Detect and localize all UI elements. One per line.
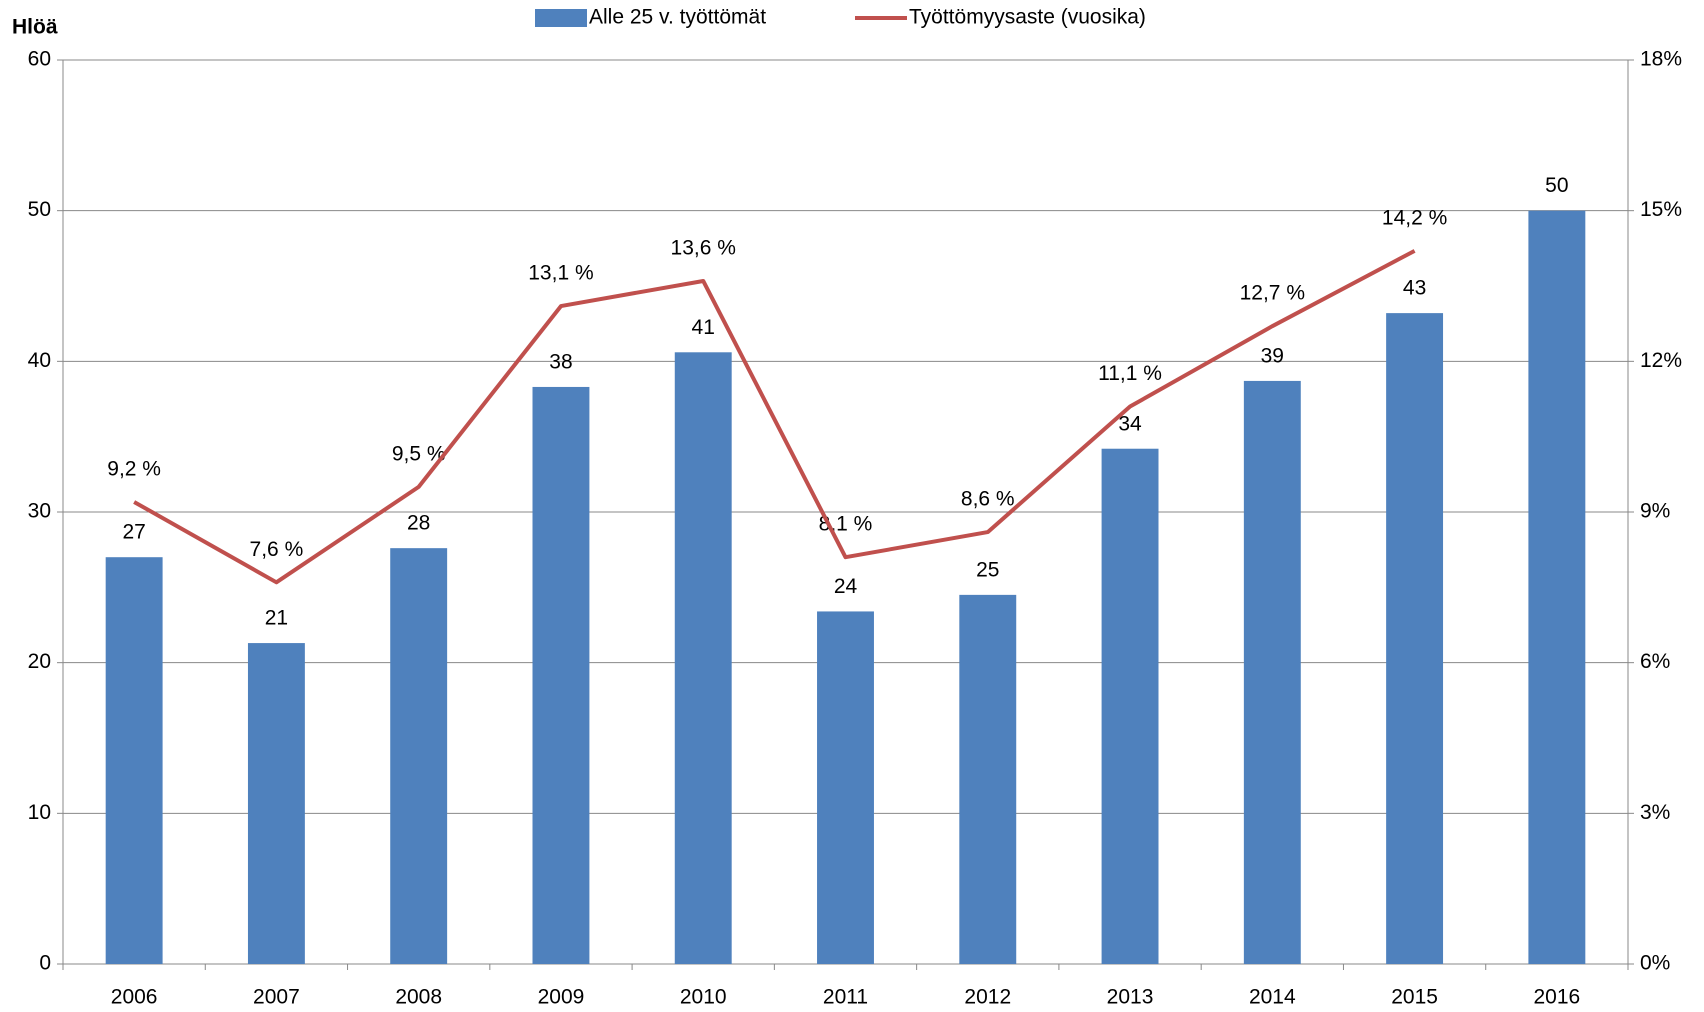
x-tick-label: 2011 xyxy=(823,986,868,1009)
line-value-label: 11,1 % xyxy=(1098,362,1162,385)
line-value-label: 13,1 % xyxy=(528,262,593,285)
y-tick-label: 0 xyxy=(39,952,51,975)
x-tick-label: 2008 xyxy=(395,986,442,1009)
y2-tick-label: 15% xyxy=(1640,198,1682,221)
x-tick-label: 2006 xyxy=(111,986,158,1009)
bar xyxy=(532,386,590,964)
line-value-label: 14,2 % xyxy=(1382,206,1447,229)
line-value-label: 13,6 % xyxy=(671,237,736,260)
bar xyxy=(1386,313,1444,964)
bar xyxy=(105,557,163,964)
bar xyxy=(1528,210,1586,964)
y-tick-label: 10 xyxy=(28,801,51,824)
bar-value-label: 24 xyxy=(834,575,858,598)
y2-tick-label: 6% xyxy=(1640,650,1670,673)
bar xyxy=(817,611,874,964)
bar xyxy=(390,548,448,964)
line xyxy=(133,249,1416,585)
x-tick-label: 2010 xyxy=(680,986,727,1009)
y-tick-label: 30 xyxy=(28,500,51,523)
y2-tick-label: 3% xyxy=(1640,801,1670,824)
x-tick-label: 2016 xyxy=(1534,986,1581,1009)
y-tick-label: 50 xyxy=(28,198,51,221)
legend-label: Työttömyysaste (vuosika) xyxy=(909,6,1146,29)
line-value-label: 7,6 % xyxy=(250,538,304,561)
bar-value-label: 25 xyxy=(976,558,999,581)
x-tick-label: 2014 xyxy=(1249,986,1296,1009)
x-tick-label: 2015 xyxy=(1391,986,1438,1009)
y2-tick-label: 0% xyxy=(1640,952,1670,975)
bar-value-label: 28 xyxy=(407,512,430,535)
bar xyxy=(1101,448,1159,965)
bar-value-label: 34 xyxy=(1118,412,1142,435)
line-value-label: 12,7 % xyxy=(1240,282,1305,305)
line-value-label: 9,2 % xyxy=(107,458,161,481)
bar-value-label: 21 xyxy=(265,607,288,630)
bar xyxy=(247,643,305,964)
y-axis-label: Hlöä xyxy=(12,16,58,39)
x-tick-label: 2012 xyxy=(964,986,1011,1009)
bar-value-label: 43 xyxy=(1403,277,1426,300)
x-tick-label: 2007 xyxy=(253,986,300,1009)
line-value-label: 8,6 % xyxy=(961,488,1015,511)
line-value-label: 9,5 % xyxy=(392,442,446,465)
legend-swatch xyxy=(535,9,587,27)
bar-value-label: 27 xyxy=(122,521,145,544)
y2-tick-label: 12% xyxy=(1640,349,1682,372)
y2-tick-label: 18% xyxy=(1640,48,1682,71)
bar xyxy=(674,352,732,964)
bar-value-label: 50 xyxy=(1545,174,1568,197)
bar xyxy=(1243,380,1301,964)
y-tick-label: 60 xyxy=(28,48,51,71)
legend-label: Alle 25 v. työttömät xyxy=(589,6,766,29)
x-tick-label: 2009 xyxy=(538,986,585,1009)
bar xyxy=(959,594,1017,964)
bar-value-label: 39 xyxy=(1261,344,1284,367)
bar-value-label: 41 xyxy=(692,316,715,339)
y-tick-label: 20 xyxy=(28,650,51,673)
bar-value-label: 38 xyxy=(549,350,572,373)
y2-tick-label: 9% xyxy=(1640,500,1670,523)
x-tick-label: 2013 xyxy=(1107,986,1154,1009)
y-tick-label: 40 xyxy=(28,349,51,372)
